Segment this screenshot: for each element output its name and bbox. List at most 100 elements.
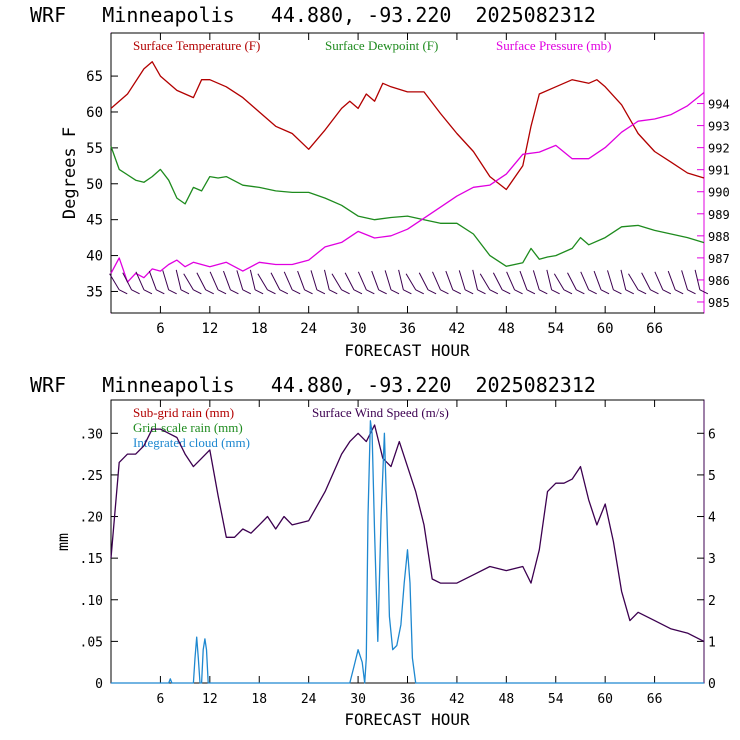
wind-barb xyxy=(432,271,449,295)
y-tick-label: 55 xyxy=(86,141,103,157)
x-tick-label: 66 xyxy=(647,692,663,707)
y-tick-label: 40 xyxy=(86,249,103,265)
wind-barb xyxy=(236,270,252,295)
wind-barb xyxy=(458,270,474,295)
wind-barb xyxy=(654,271,672,295)
panel1-xlabel: FORECAST HOUR xyxy=(344,341,470,360)
x-tick-label: 30 xyxy=(350,321,367,337)
panel1-plot-frame xyxy=(110,32,705,314)
x-tick-label: 42 xyxy=(448,321,465,337)
wind-barb xyxy=(519,270,536,295)
right-y-tick-label: 991 xyxy=(708,164,730,178)
y-tick-label: 0 xyxy=(95,677,103,692)
legend-integrated-cloud: Integrated cloud (mm) xyxy=(133,435,250,450)
right-y-tick-label: 2 xyxy=(708,594,716,609)
wind-barb xyxy=(148,270,165,295)
series-surface-wind-speed-m-s xyxy=(110,424,705,642)
right-y-tick-label: 0 xyxy=(708,677,716,692)
legend-surface-dewpoint: Surface Dewpoint (F) xyxy=(325,38,438,53)
right-y-tick-label: 4 xyxy=(708,511,716,526)
x-tick-label: 30 xyxy=(350,692,366,707)
panel1-right-y-ticks: 985 986 987 988 989 990 991 992 993 994 xyxy=(697,98,730,310)
y-tick-label: .20 xyxy=(80,511,103,526)
wind-barb xyxy=(257,273,276,295)
panel1-series xyxy=(110,61,705,283)
panel2-right-y-ticks: 0 1 2 3 4 5 6 xyxy=(697,427,716,692)
x-tick-label: 42 xyxy=(449,692,465,707)
wind-barb xyxy=(384,270,400,295)
x-tick-label: 54 xyxy=(548,692,564,707)
right-y-tick-label: 986 xyxy=(708,274,730,288)
y-tick-label: .05 xyxy=(80,635,103,650)
series-surface-dewpoint-f xyxy=(110,146,705,267)
precipitation-panel: WRF Minneapolis 44.880, -93.220 20250823… xyxy=(30,373,716,729)
wind-barb xyxy=(492,272,511,295)
y-tick-label: 35 xyxy=(86,284,103,300)
series-integrated-cloud-mm xyxy=(111,420,704,684)
legend-grid-scale-rain: Grid-scale rain (mm) xyxy=(133,420,243,435)
x-tick-label: 12 xyxy=(202,692,218,707)
y-tick-label: .30 xyxy=(80,427,103,442)
y-tick-label: .10 xyxy=(80,594,103,609)
wind-barb xyxy=(628,273,647,295)
right-y-tick-label: 994 xyxy=(708,98,730,112)
x-tick-label: 18 xyxy=(251,692,267,707)
wind-barb xyxy=(620,269,634,295)
wind-barb xyxy=(694,269,709,295)
y-tick-label: .25 xyxy=(80,469,103,484)
wind-barb xyxy=(122,272,140,295)
x-tick-label: 54 xyxy=(547,321,564,337)
x-tick-label: 6 xyxy=(157,692,165,707)
right-y-tick-label: 5 xyxy=(708,469,716,484)
wind-barb xyxy=(532,270,548,295)
wind-barb xyxy=(209,271,227,295)
right-y-tick-label: 989 xyxy=(708,208,730,222)
wind-barb xyxy=(196,272,214,295)
wind-barb xyxy=(175,269,190,295)
right-y-tick-label: 3 xyxy=(708,552,716,567)
right-y-tick-label: 990 xyxy=(708,186,730,200)
panel2-title: WRF Minneapolis 44.880, -93.220 20250823… xyxy=(30,373,596,397)
wind-barb xyxy=(323,269,338,295)
x-tick-label: 24 xyxy=(301,692,317,707)
y-tick-label: 45 xyxy=(86,213,103,229)
wind-barb xyxy=(479,273,499,295)
wind-barb xyxy=(183,273,202,295)
x-tick-label: 24 xyxy=(300,321,317,337)
right-y-tick-label: 988 xyxy=(708,230,730,244)
wind-barb xyxy=(667,270,684,295)
wind-barb xyxy=(135,271,153,295)
panel2-x-ticks: 6 12 18 24 30 36 42 48 54 60 66 xyxy=(157,400,663,707)
right-y-tick-label: 992 xyxy=(708,142,730,156)
temperature-panel: WRF Minneapolis 44.880, -93.220 20250823… xyxy=(30,3,730,360)
x-tick-label: 12 xyxy=(201,321,218,337)
wind-barb xyxy=(398,269,412,295)
right-y-tick-label: 985 xyxy=(708,296,730,310)
wind-barb xyxy=(567,272,585,295)
x-tick-label: 60 xyxy=(597,692,613,707)
series-surface-pressure-mb xyxy=(110,91,705,283)
panel1-y-ticks: 35 40 45 50 55 60 65 xyxy=(86,69,118,300)
legend-surface-wind-speed: Surface Wind Speed (m/s) xyxy=(312,405,449,420)
x-tick-label: 6 xyxy=(156,321,164,337)
wind-barb xyxy=(607,270,622,295)
wind-barb xyxy=(357,271,375,295)
panel1-ylabel: Degrees F xyxy=(60,127,80,219)
wind-barb xyxy=(506,271,523,295)
right-y-tick-label: 1 xyxy=(708,635,716,650)
wind-barb xyxy=(580,271,597,295)
wind-barb xyxy=(331,273,350,295)
right-y-tick-label: 987 xyxy=(708,252,730,266)
panel2-xlabel: FORECAST HOUR xyxy=(344,710,470,729)
wind-barb xyxy=(371,270,387,295)
wind-barb xyxy=(222,270,239,295)
wind-barb xyxy=(418,272,437,295)
wind-barb xyxy=(553,273,573,295)
y-tick-label: 60 xyxy=(86,105,103,121)
wind-barb xyxy=(546,269,560,295)
wind-barb xyxy=(283,271,301,295)
wind-barb xyxy=(593,270,610,295)
wind-barb xyxy=(297,270,313,295)
y-tick-label: .15 xyxy=(80,552,103,567)
